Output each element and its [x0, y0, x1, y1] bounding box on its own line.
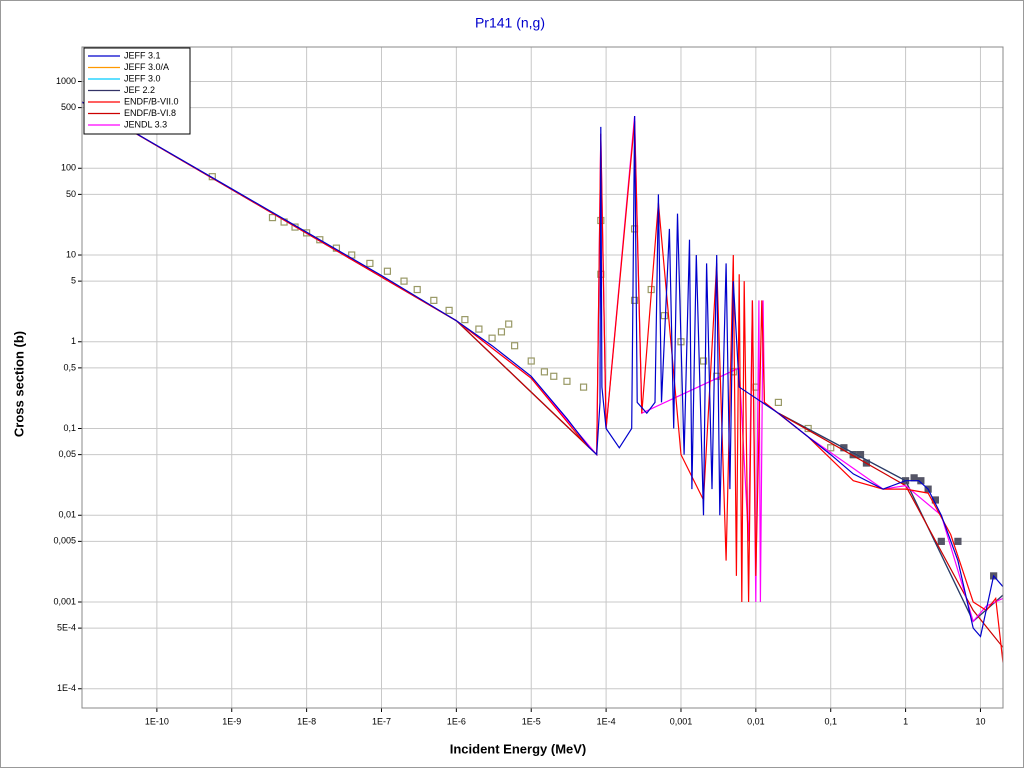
series-line [82, 101, 1003, 638]
plot-frame [81, 46, 1004, 709]
data-point [954, 537, 962, 545]
data-point [550, 372, 558, 380]
x-tick-label: 10 [975, 716, 985, 726]
data-point [827, 444, 835, 452]
data-point [937, 537, 945, 545]
x-tick-label: 1E-5 [522, 716, 541, 726]
x-tick-label: 0,001 [670, 716, 693, 726]
legend-label: JENDL 3.3 [124, 119, 167, 129]
x-tick-label: 1E-10 [145, 716, 169, 726]
data-point [630, 296, 639, 304]
data-point [540, 368, 549, 376]
data-point [475, 325, 483, 333]
data-point [413, 285, 421, 294]
y-tick-label: 5E-4 [57, 622, 76, 632]
plot-area [82, 101, 1003, 663]
x-tick-label: 1E-6 [447, 716, 466, 726]
legend-label: JEFF 3.0/A [124, 62, 169, 72]
chart-title: Pr141 (n,g) [475, 15, 545, 31]
data-point [699, 357, 708, 365]
legend-label: JEFF 3.0 [124, 73, 161, 83]
x-tick-label: 1E-8 [297, 716, 316, 726]
y-tick-label: 50 [66, 189, 76, 199]
data-point [488, 334, 496, 342]
grid [78, 47, 1003, 712]
legend-label: JEFF 3.1 [124, 50, 161, 60]
y-tick-label: 10 [66, 249, 76, 259]
data-point [660, 312, 668, 320]
data-point [303, 229, 311, 237]
data-point [910, 474, 918, 482]
data-point [511, 342, 519, 350]
x-tick-label: 1E-7 [372, 716, 391, 726]
data-point [774, 398, 782, 406]
x-tick-label: 0,01 [747, 716, 765, 726]
x-tick-label: 0,1 [824, 716, 837, 726]
data-point [505, 320, 513, 328]
data-point [430, 296, 438, 304]
data-point [366, 259, 374, 268]
data-point [400, 277, 408, 285]
data-point [497, 328, 506, 336]
y-tick-label: 1000 [56, 76, 76, 86]
y-tick-label: 5 [71, 276, 76, 286]
data-point [383, 267, 392, 275]
data-point [563, 377, 571, 385]
legend-label: ENDF/B-VI.8 [124, 108, 176, 118]
y-tick-label: 500 [61, 102, 76, 112]
x-tick-label: 1 [903, 716, 908, 726]
legend-label: ENDF/B-VII.0 [124, 96, 179, 106]
y-tick-label: 0,001 [53, 596, 76, 606]
data-point [268, 213, 277, 222]
x-tick-label: 1E-4 [597, 716, 616, 726]
x-tick-label: 1E-9 [222, 716, 241, 726]
data-point [579, 383, 588, 391]
y-tick-label: 0,005 [53, 536, 76, 546]
y-axis-title: Cross section (b) [11, 331, 26, 437]
y-tick-label: 1 [71, 336, 76, 346]
data-point [527, 357, 535, 365]
y-tick-label: 0,05 [58, 449, 76, 459]
y-tick-label: 100 [61, 163, 76, 173]
data-point [445, 306, 453, 314]
y-tick-label: 0,01 [58, 510, 76, 520]
series-line [82, 101, 1003, 663]
data-point [461, 316, 469, 324]
legend-label: JEF 2.2 [124, 85, 155, 95]
x-axis-title: Incident Energy (MeV) [450, 741, 587, 756]
y-tick-label: 0,5 [63, 362, 76, 372]
y-tick-label: 1E-4 [57, 683, 76, 693]
y-tick-label: 0,1 [63, 423, 76, 433]
